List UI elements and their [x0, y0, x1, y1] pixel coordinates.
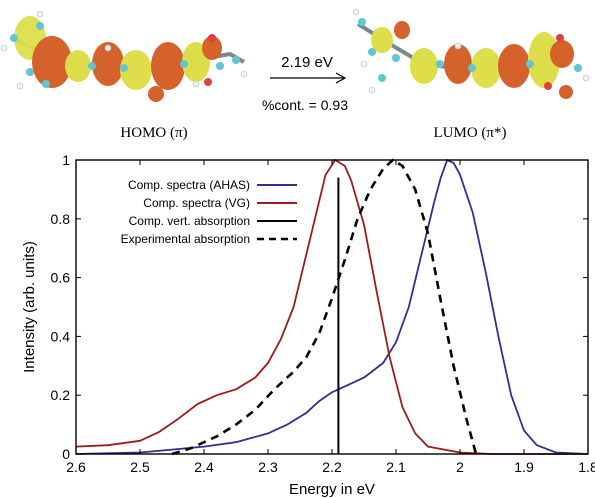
y-axis-label: Intensity (arb. units) — [21, 241, 38, 373]
legend-label: Comp. spectra (VG) — [143, 196, 250, 210]
legend: Comp. spectra (AHAS) Comp. spectra (VG) Co… — [121, 178, 297, 246]
transition-label: 2.19 eV — [281, 54, 333, 71]
legend-label: Comp. vert. absorption — [129, 214, 250, 228]
x-tick-label: 2.1 — [386, 459, 406, 475]
transition-arrowhead — [335, 72, 347, 84]
x-tick-label: 2.3 — [258, 459, 278, 475]
x-tick-label: 2.4 — [194, 459, 214, 475]
homo-orbital-image — [0, 10, 248, 102]
y-tick-label: 0.2 — [51, 387, 71, 403]
y-tick-label: 0.4 — [51, 328, 71, 344]
series-line-0 — [75, 159, 589, 455]
series-line-2 — [171, 158, 478, 456]
lumo-orbital-image — [352, 8, 590, 99]
legend-label: Experimental absorption — [121, 232, 250, 246]
contribution-label: %cont. = 0.93 — [262, 97, 348, 113]
x-tick-label: 2.6 — [66, 459, 86, 475]
y-tick-label: 1 — [62, 152, 70, 168]
homo-label: HOMO (π) — [120, 125, 187, 141]
x-tick-label: 2.5 — [130, 459, 150, 475]
legend-label: Comp. spectra (AHAS) — [128, 178, 250, 192]
x-tick-label: 2 — [456, 459, 464, 475]
x-tick-label: 1.9 — [514, 459, 534, 475]
x-axis-label: Energy in eV — [289, 481, 375, 498]
spectrum-chart: 2.6 2.5 2.4 2.3 2.2 2.1 2 1.9 1.8 0 0.2 0.4 0.6 0.8 1… — [21, 152, 595, 498]
y-tick-label: 0.6 — [51, 270, 71, 286]
x-tick-label: 1.8 — [578, 459, 595, 475]
lumo-label: LUMO (π*) — [434, 125, 507, 141]
x-tick-label: 2.2 — [322, 459, 342, 475]
y-tick-label: 0 — [62, 446, 70, 462]
y-tick-label: 0.8 — [51, 211, 71, 227]
series-line-1 — [75, 159, 588, 455]
